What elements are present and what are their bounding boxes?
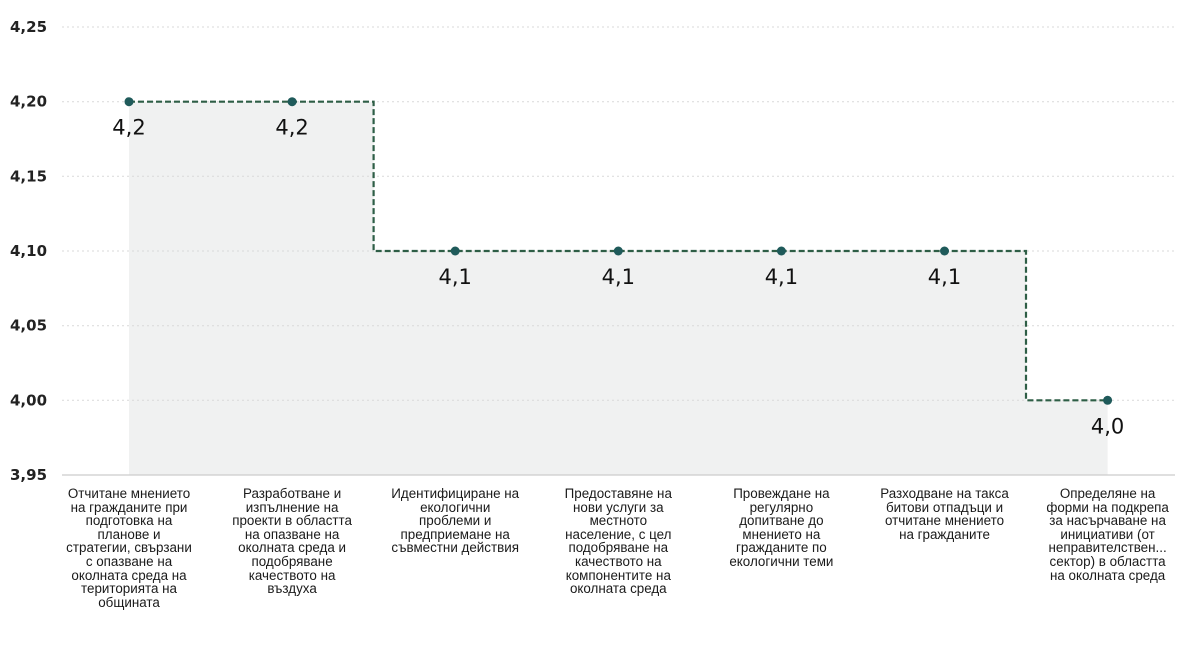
area-fill-layer (129, 101, 1108, 475)
x-category-label: Провеждане на регулярно допитване до мне… (729, 486, 834, 569)
data-point (940, 246, 949, 256)
x-category-label: Разработване и изпълнение на проекти в о… (232, 486, 352, 597)
data-label: 4,2 (275, 116, 308, 140)
data-point (613, 246, 623, 256)
x-category-label: Определяне на форми на подкрепа за насър… (1046, 486, 1169, 583)
data-label: 4,1 (438, 265, 471, 289)
data-point (450, 246, 460, 256)
data-labels: 4,2 4,2 4,1 4,1 4,1 4,1 4,0 (112, 116, 1124, 439)
data-point (287, 97, 297, 107)
data-label: 4,1 (765, 265, 798, 289)
data-label: 4,1 (602, 265, 635, 289)
x-category-label: Отчитане мнението на гражданите при подг… (66, 486, 192, 610)
y-tick-label: 4,10 (10, 242, 47, 260)
x-category-label: Предоставяне на нови услуги за местното … (564, 486, 672, 597)
data-label: 4,0 (1091, 414, 1124, 438)
y-tick-label: 4,15 (10, 167, 47, 185)
y-axis-ticks: 3,95 4,00 4,05 4,10 4,15 4,20 4,25 (10, 18, 47, 484)
y-tick-label: 4,00 (10, 391, 47, 409)
area-fill (129, 101, 1108, 475)
data-points (124, 97, 1113, 405)
x-category-label: Разходване на такса битови отпадъци и от… (880, 486, 1009, 542)
data-label: 4,2 (112, 116, 145, 140)
y-tick-label: 4,25 (10, 18, 47, 36)
y-tick-label: 3,95 (10, 466, 47, 484)
x-category-label: Идентифициране на екологични проблеми и … (391, 486, 520, 556)
data-point (1103, 395, 1113, 405)
y-tick-label: 4,05 (10, 317, 47, 335)
y-tick-label: 4,20 (10, 93, 47, 111)
data-point (124, 97, 134, 107)
data-label: 4,1 (928, 265, 961, 289)
data-point (776, 246, 786, 256)
